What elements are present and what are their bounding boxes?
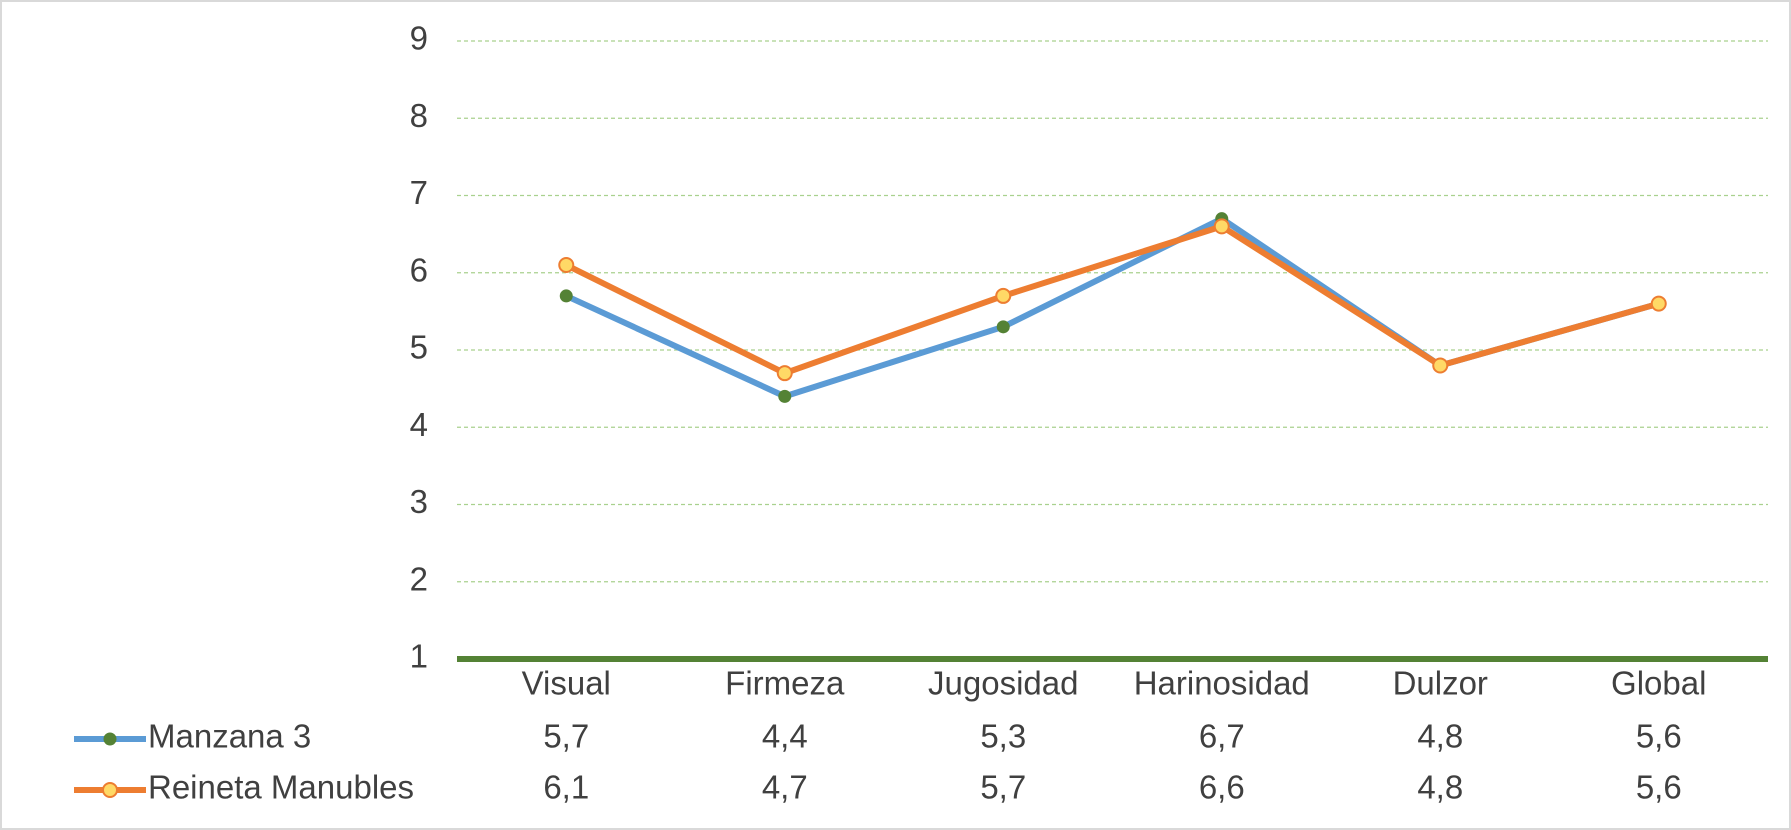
y-tick-label: 7 xyxy=(410,174,428,211)
legend-label: Reineta Manubles xyxy=(148,769,414,806)
chart-border xyxy=(1,1,1790,829)
point-marker xyxy=(1215,219,1229,233)
table-value: 5,6 xyxy=(1636,769,1682,806)
x-tick-label: Harinosidad xyxy=(1134,665,1310,702)
legend-marker xyxy=(105,734,116,745)
legend-marker xyxy=(103,783,117,797)
table-value: 4,4 xyxy=(762,718,808,755)
x-tick-label: Dulzor xyxy=(1393,665,1488,702)
legend-label: Manzana 3 xyxy=(148,718,311,755)
y-tick-label: 1 xyxy=(410,638,428,675)
chart: 1 2 3 4 5 6 7 8 9 Visual Firmeza Jugosidad Harinosid… xyxy=(0,0,1791,830)
x-tick-label: Global xyxy=(1611,665,1706,702)
y-tick-label: 6 xyxy=(410,251,428,288)
x-tick-label: Jugosidad xyxy=(928,665,1078,702)
y-tick-label: 3 xyxy=(410,483,428,520)
y-tick-label: 8 xyxy=(410,97,428,134)
y-tick-label: 4 xyxy=(410,406,428,443)
point-marker xyxy=(778,366,792,380)
point-marker xyxy=(1433,358,1447,372)
table-value: 6,7 xyxy=(1199,718,1245,755)
y-tick-label: 5 xyxy=(410,329,428,366)
table-value: 6,6 xyxy=(1199,769,1245,806)
table-value: 5,3 xyxy=(980,718,1026,755)
y-tick-label: 9 xyxy=(410,20,428,57)
point-marker xyxy=(779,391,790,402)
table-value: 5,7 xyxy=(980,769,1026,806)
point-marker xyxy=(559,258,573,272)
table-value: 4,7 xyxy=(762,769,808,806)
table-value: 6,1 xyxy=(543,769,589,806)
table-value: 5,7 xyxy=(543,718,589,755)
table-value: 5,6 xyxy=(1636,718,1682,755)
table-value: 4,8 xyxy=(1417,718,1463,755)
y-tick-label: 2 xyxy=(410,560,428,597)
point-marker xyxy=(561,290,572,301)
point-marker xyxy=(998,321,1009,332)
point-marker xyxy=(996,289,1010,303)
x-tick-label: Firmeza xyxy=(725,665,845,702)
table-value: 4,8 xyxy=(1417,769,1463,806)
point-marker xyxy=(1652,297,1666,311)
x-tick-label: Visual xyxy=(522,665,611,702)
